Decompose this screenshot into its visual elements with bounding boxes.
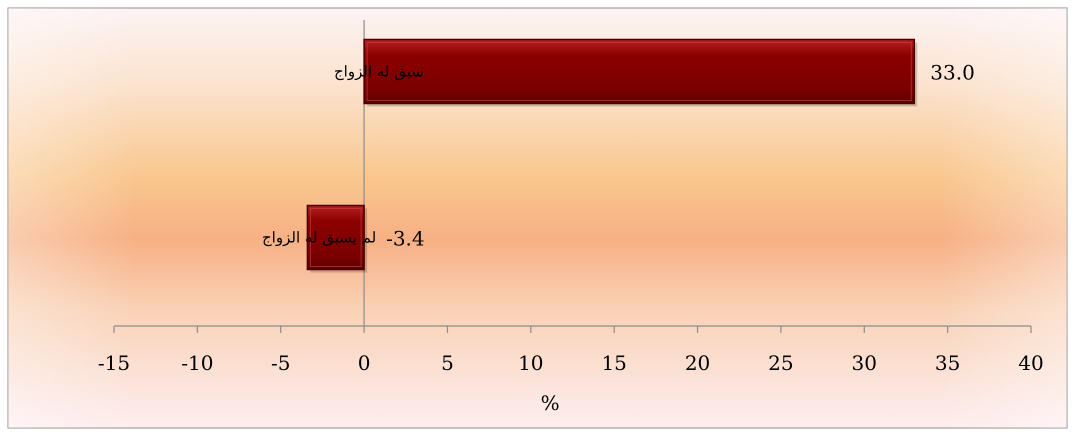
x-tick-label: 10 — [518, 351, 543, 375]
category-label-1: سبق له الزواج — [334, 63, 424, 81]
x-tick-label: 30 — [852, 351, 877, 375]
x-tick-label: 5 — [441, 351, 454, 375]
x-tick-label: 20 — [685, 351, 710, 375]
x-tick-label: 15 — [601, 351, 626, 375]
x-tick-label: -10 — [181, 351, 213, 375]
category-label-2: لم يسبق له الزواج — [262, 229, 376, 247]
data-label-1: 33.0 — [930, 61, 975, 85]
bar-1 — [363, 38, 916, 105]
x-tick-label: 40 — [1018, 351, 1043, 375]
plot-area — [113, 20, 1032, 333]
x-axis-title: % — [541, 391, 560, 415]
bar-bevel — [366, 42, 912, 101]
bar-bevel — [309, 208, 362, 267]
data-label-2: -3.4 — [386, 227, 425, 251]
bar-2 — [306, 204, 365, 271]
label-layer: % -15 -10 -5 0 5 10 15 20 25 30 35 40 33.0 سبق له الز… — [98, 61, 1044, 416]
x-tick-label: -15 — [98, 351, 130, 375]
x-tick-label: 0 — [358, 351, 371, 375]
x-tick-label: 35 — [935, 351, 960, 375]
x-tick-label: -5 — [271, 351, 290, 375]
x-tick-label: 25 — [768, 351, 793, 375]
